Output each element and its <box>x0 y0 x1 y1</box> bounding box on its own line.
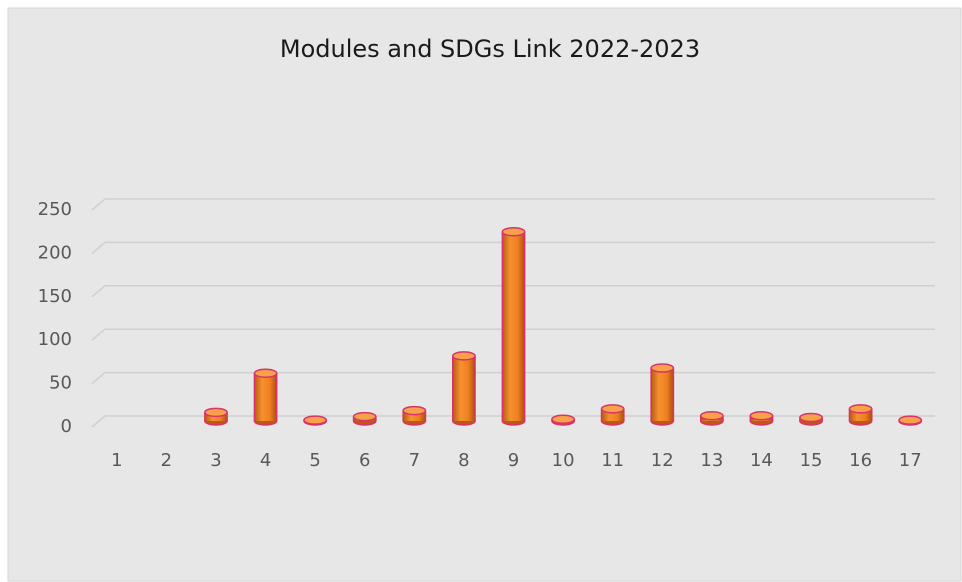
bar-part <box>501 227 526 237</box>
bar-part <box>254 373 277 421</box>
x-tick-label: 12 <box>651 450 674 471</box>
bar <box>551 414 575 426</box>
x-tick-label: 7 <box>409 450 420 471</box>
bar-part <box>402 405 427 416</box>
bar-part <box>204 407 228 418</box>
bar <box>253 368 278 426</box>
bar <box>303 415 328 426</box>
grid-line <box>91 241 935 254</box>
bar-part <box>253 368 278 379</box>
y-tick-label: 150 <box>38 286 72 307</box>
x-tick-label: 13 <box>700 450 723 471</box>
grid-line <box>91 285 935 298</box>
bar <box>799 412 823 426</box>
bar-part <box>452 351 476 361</box>
bar <box>699 411 724 426</box>
bar-part <box>600 404 625 414</box>
bar <box>204 407 228 426</box>
bar-part <box>352 411 377 422</box>
grid-line <box>91 198 935 211</box>
x-tick-label: 6 <box>359 450 370 471</box>
bar-part <box>651 368 674 421</box>
bar <box>452 351 476 426</box>
bar <box>501 227 526 426</box>
grid-line <box>91 328 935 341</box>
y-tick-label: 100 <box>38 329 72 350</box>
bar <box>898 415 923 426</box>
bar-part <box>403 410 426 421</box>
x-tick-label: 11 <box>601 450 624 471</box>
bar <box>600 404 625 426</box>
bar <box>402 405 427 426</box>
bar <box>848 404 873 426</box>
bar-part <box>799 412 823 423</box>
bar <box>749 411 774 426</box>
bar-part <box>650 363 675 373</box>
x-tick-label: 16 <box>849 450 872 471</box>
bar-part <box>502 231 525 421</box>
bar-part <box>699 411 724 421</box>
x-tick-label: 14 <box>750 450 773 471</box>
x-tick-label: 10 <box>552 450 575 471</box>
y-tick-label: 200 <box>38 242 72 263</box>
bar-part <box>749 411 774 421</box>
x-tick-label: 3 <box>210 450 221 471</box>
x-tick-label: 1 <box>111 450 122 471</box>
bar-part <box>898 415 923 425</box>
bar-part <box>848 404 873 414</box>
bar-part <box>303 415 328 425</box>
x-tick-label: 8 <box>458 450 469 471</box>
y-tick-label: 50 <box>49 373 72 394</box>
bar-part <box>551 414 575 425</box>
chart-area <box>7 7 962 582</box>
y-tick-label: 250 <box>38 199 72 220</box>
x-tick-label: 17 <box>899 450 922 471</box>
x-tick-label: 9 <box>508 450 519 471</box>
bar-part <box>452 355 476 421</box>
bar <box>650 363 675 426</box>
chart-title: Modules and SDGs Link 2022-2023 <box>280 35 700 63</box>
x-tick-label: 15 <box>800 450 823 471</box>
x-tick-label: 5 <box>309 450 320 471</box>
y-tick-label: 0 <box>61 416 72 437</box>
bar <box>352 411 377 426</box>
x-tick-label: 4 <box>260 450 271 471</box>
x-tick-label: 2 <box>161 450 172 471</box>
